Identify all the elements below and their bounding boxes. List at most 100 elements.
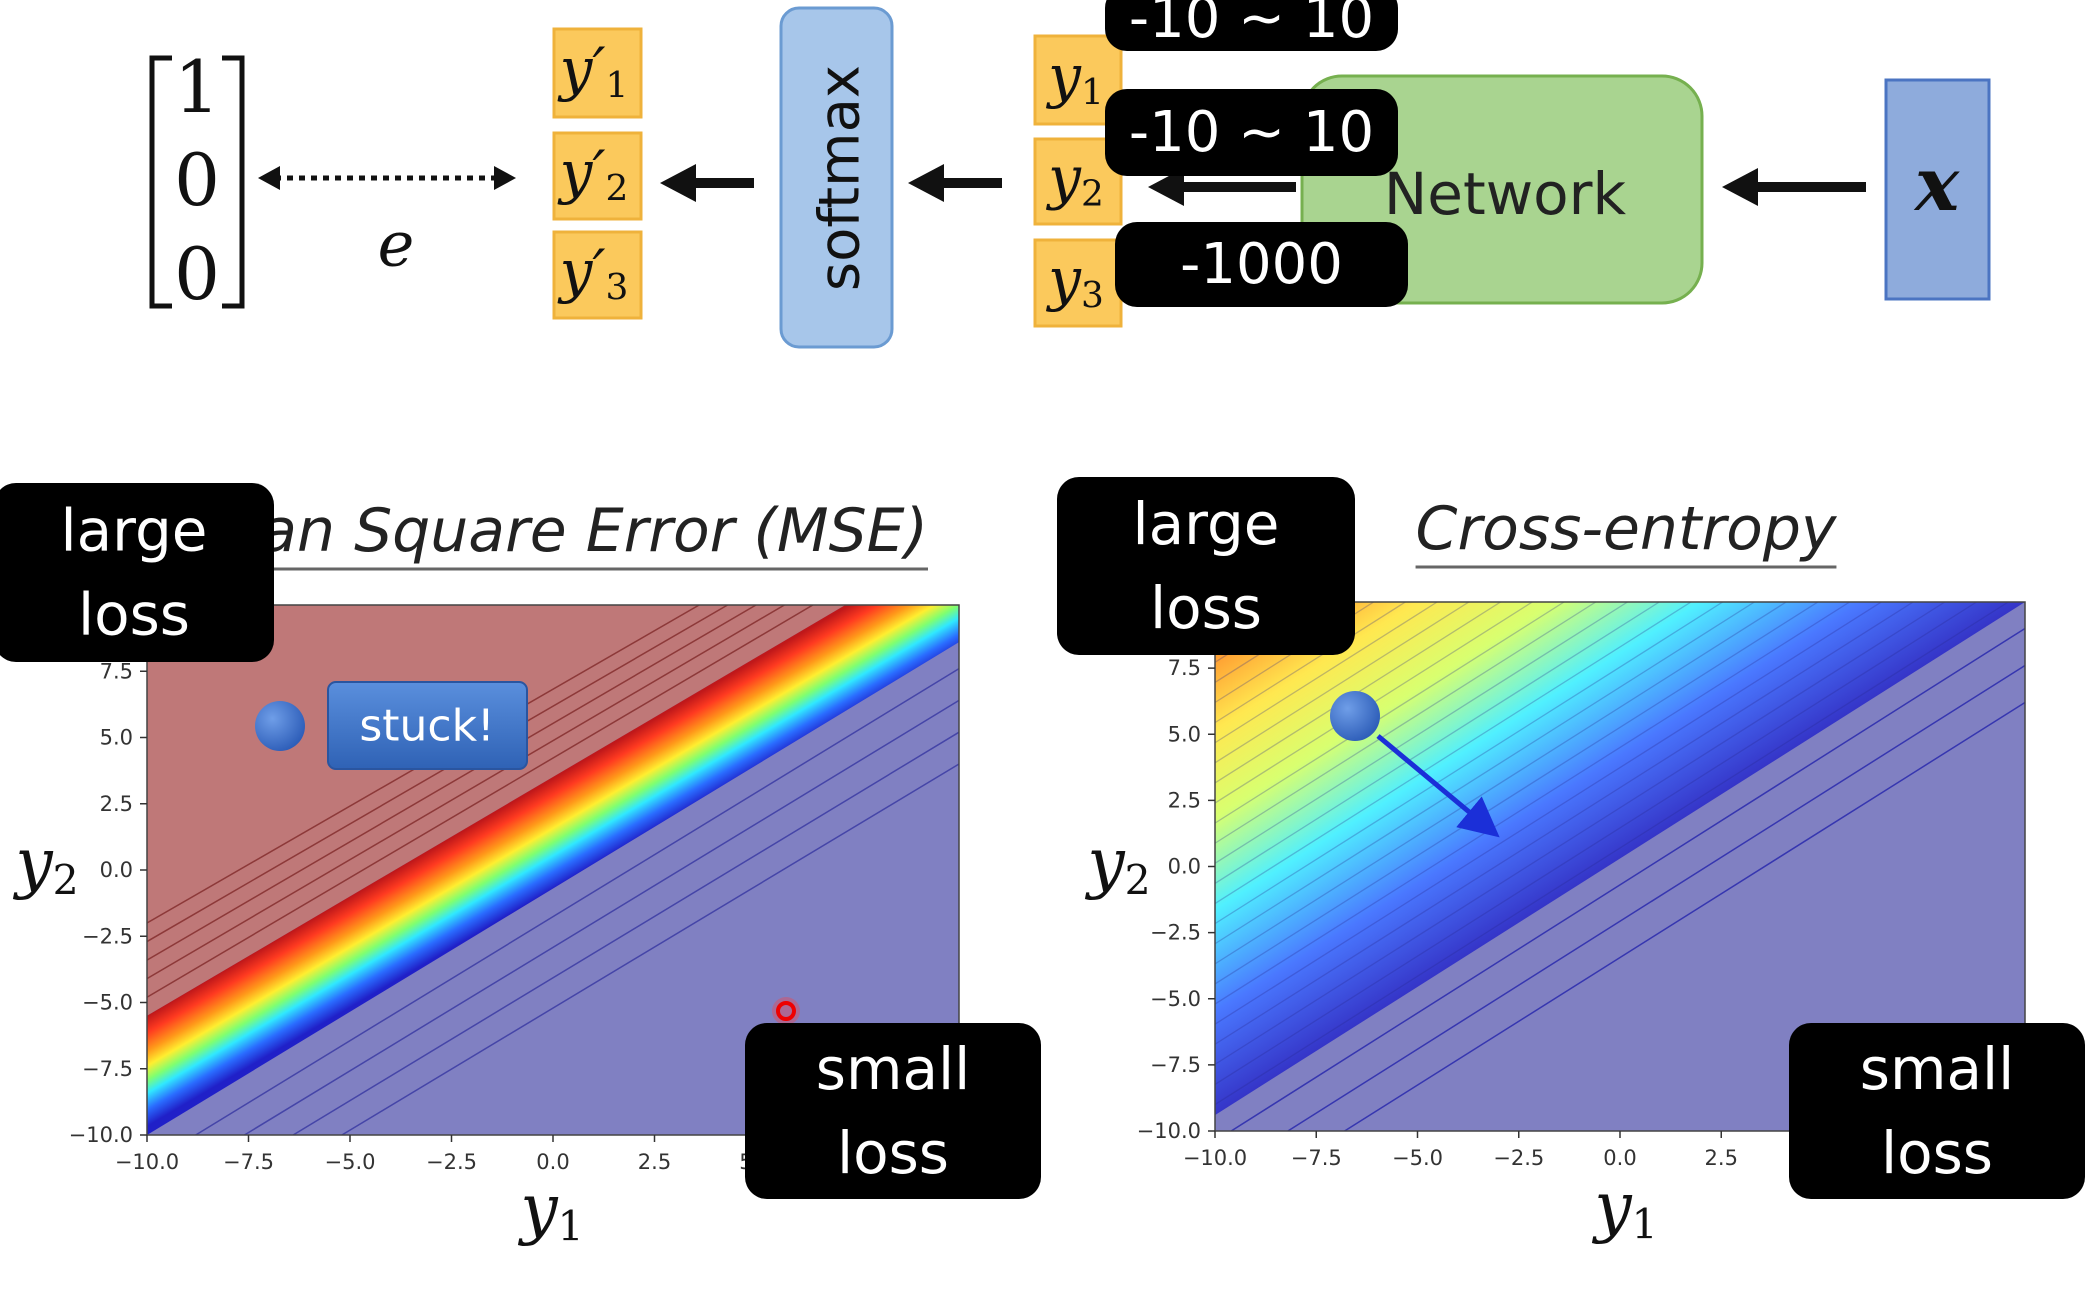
callout-text: loss <box>837 1119 949 1187</box>
contour-line <box>1215 602 1438 744</box>
callout: -1000 <box>1115 222 1408 307</box>
math-subscript: 1 <box>606 65 629 106</box>
contour-line <box>1215 602 1597 844</box>
y-tick-label: −7.5 <box>82 1057 133 1081</box>
contour-line <box>1215 602 1406 724</box>
math-base: y <box>1591 1168 1632 1245</box>
math-label: y2 <box>1084 824 1150 905</box>
callout-text: -10 ~ 10 <box>1129 100 1374 165</box>
math-prime: ′ <box>592 237 605 305</box>
contour-line <box>244 699 959 1135</box>
ce-contour <box>1215 602 2025 1131</box>
callout-text: small <box>1860 1035 2015 1103</box>
contour-line <box>1344 701 2025 1131</box>
contour-line <box>1215 602 1850 1005</box>
x-tick-label: 0.0 <box>536 1150 569 1174</box>
flow-arrow <box>660 164 1866 206</box>
math-subscript: 3 <box>1081 275 1104 316</box>
gradient-band <box>147 605 959 1135</box>
math-subscript: 2 <box>606 168 629 209</box>
math-label: y3 <box>1045 245 1104 316</box>
target-value: 1 <box>174 45 220 129</box>
contour-line <box>1287 664 2025 1131</box>
math-subscript: 3 <box>606 267 629 308</box>
contour-line <box>1215 602 1692 905</box>
target-value: 0 <box>174 232 220 316</box>
y-tick-label: 2.5 <box>100 792 133 816</box>
math-label: y2 <box>1045 144 1104 215</box>
math-label: y1 <box>1045 42 1104 113</box>
y-tick-label: −7.5 <box>1150 1053 1201 1077</box>
callout-box <box>0 483 274 662</box>
y-tick-label: −5.0 <box>82 991 133 1015</box>
callout: small loss <box>1789 1023 2085 1199</box>
math-base: y <box>1045 42 1082 110</box>
callout: large loss <box>0 483 274 662</box>
math-label: y′2 <box>557 138 629 209</box>
x-tick-label: 0.0 <box>1603 1146 1636 1170</box>
x-tick-label: −5.0 <box>1392 1146 1443 1170</box>
contour-line <box>147 605 814 998</box>
y-tick-label: 2.5 <box>1168 788 1201 812</box>
callout-text: large <box>61 496 208 564</box>
target-bracket <box>149 55 245 309</box>
x-tick-label: −2.5 <box>1493 1146 1544 1170</box>
math-base: y <box>557 237 594 305</box>
math-subscript: 1 <box>1081 72 1104 113</box>
contour-line <box>1215 602 1882 1025</box>
raw-output-box <box>1033 34 1123 126</box>
callout-text: loss <box>1150 574 1262 642</box>
start-point <box>1330 691 1380 741</box>
target-value: 0 <box>174 138 220 222</box>
x-tick-label: −7.5 <box>223 1150 274 1174</box>
math-subscript: 1 <box>558 1202 584 1250</box>
callout-box <box>1105 89 1398 176</box>
callout-box <box>1115 222 1408 307</box>
contour-line <box>1215 602 1724 925</box>
x-tick-label: −10.0 <box>115 1150 179 1174</box>
math-base: y <box>12 824 53 901</box>
x-tick-label: −10.0 <box>1183 1146 1247 1170</box>
contour-line <box>1215 602 1660 884</box>
stuck-text: stuck! <box>359 701 494 752</box>
y-tick-label: 5.0 <box>1168 722 1201 746</box>
callout-box <box>1057 477 1355 655</box>
contour-line <box>292 731 959 1135</box>
math-label: y2 <box>12 824 78 905</box>
x-tick-label: −5.0 <box>325 1150 376 1174</box>
contour-line <box>195 667 959 1135</box>
softmax-output-box <box>552 27 643 119</box>
y-tick-label: 7.5 <box>100 659 133 683</box>
math-base: y <box>1045 245 1082 313</box>
math-subscript: 2 <box>1081 173 1104 214</box>
contour-line <box>1230 627 2025 1131</box>
callout: -10 ~ 10 <box>1105 0 1398 51</box>
start-point <box>255 701 305 751</box>
contour-line <box>341 763 959 1135</box>
y-tick-label: −10.0 <box>69 1123 133 1147</box>
softmax-output-box <box>552 230 643 320</box>
x-tick-label: −7.5 <box>1291 1146 1342 1170</box>
callout: large loss <box>1057 477 1355 655</box>
y-tick-label: 7.5 <box>1168 656 1201 680</box>
plot-title: Cross-entropy <box>1416 494 1838 564</box>
input-label: x <box>1913 142 1960 228</box>
callout-box <box>745 1023 1041 1199</box>
callout-text: large <box>1133 490 1280 558</box>
softmax-label: softmax <box>808 65 873 291</box>
softmax-box <box>779 6 894 349</box>
stuck-button <box>327 681 528 770</box>
callout-text: -1000 <box>1180 232 1343 297</box>
loss-gradient <box>1215 602 2025 1116</box>
contour-line <box>1215 602 1755 945</box>
x-tick-label: −2.5 <box>426 1150 477 1174</box>
y-tick-label: 0.0 <box>100 858 133 882</box>
callout-box <box>1789 1023 2085 1199</box>
y-tick-label: 5.0 <box>100 726 133 750</box>
callout: small loss <box>745 1023 1041 1199</box>
contour-line <box>147 605 728 943</box>
callout-text: loss <box>1881 1119 1993 1187</box>
math-prime: ′ <box>592 35 605 103</box>
math-base: y <box>1045 144 1082 212</box>
